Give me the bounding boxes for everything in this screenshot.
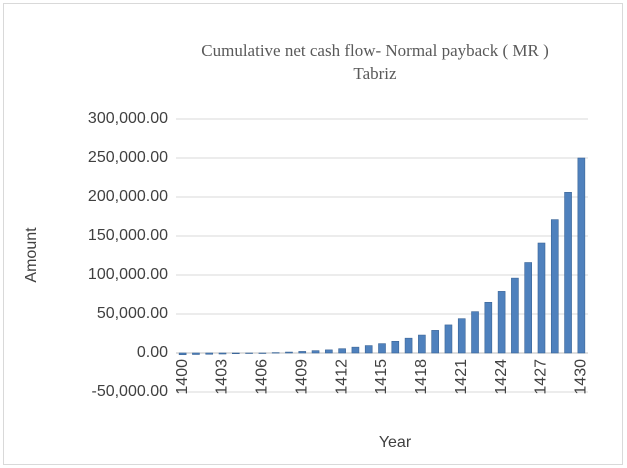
y-tick-label: 150,000.00	[88, 227, 168, 244]
bar	[484, 301, 493, 354]
y-tick-label: 250,000.00	[88, 149, 168, 166]
y-tick-label: 300,000.00	[88, 110, 168, 127]
y-tick-label: 100,000.00	[88, 266, 168, 283]
x-tick-label: 1421	[453, 359, 470, 395]
bar	[192, 352, 200, 355]
bar	[298, 351, 307, 354]
x-tick-label: 1415	[373, 359, 390, 395]
x-axis-label: Year	[379, 434, 412, 451]
bar	[457, 318, 466, 354]
bar	[271, 352, 280, 354]
x-tick-label: 1412	[333, 359, 350, 395]
bar	[444, 324, 453, 354]
x-tick-label: 1427	[533, 359, 550, 395]
bar	[524, 262, 532, 354]
bar	[577, 157, 586, 354]
x-tick-label: 1418	[413, 359, 430, 395]
bar	[285, 351, 293, 354]
bar	[205, 352, 214, 355]
bar	[245, 352, 253, 354]
bar	[391, 340, 400, 354]
x-tick-label: 1406	[254, 359, 271, 395]
bar	[338, 348, 346, 354]
bar	[418, 334, 426, 354]
bar	[378, 343, 386, 354]
bar	[364, 345, 373, 354]
y-tick-label: 50,000.00	[97, 305, 168, 322]
bar	[258, 352, 267, 354]
x-tick-label: 1409	[293, 359, 310, 395]
bar	[404, 337, 413, 354]
bar	[351, 346, 360, 354]
bar	[497, 291, 506, 354]
bar	[537, 242, 546, 354]
x-tick-label: 1430	[573, 359, 590, 395]
y-tick-label: 200,000.00	[88, 188, 168, 205]
chart-title: Cumulative net cash flow- Normal payback…	[201, 41, 548, 60]
bar	[431, 330, 439, 354]
y-tick-label: 0.00	[137, 344, 168, 361]
y-tick-label: -50,000.00	[91, 383, 168, 400]
x-tick-label: 1424	[493, 359, 510, 395]
bar	[325, 349, 333, 354]
bar	[550, 219, 559, 354]
bar	[511, 277, 519, 354]
bar	[564, 192, 572, 354]
bar	[311, 350, 320, 354]
bar	[232, 352, 240, 355]
bar	[218, 352, 227, 355]
bar	[471, 311, 479, 354]
x-tick-label: 1403	[214, 359, 231, 395]
bar	[178, 352, 187, 356]
chart-subtitle: Tabriz	[353, 64, 397, 83]
x-tick-label: 1400	[174, 359, 191, 395]
y-axis-label: Amount	[23, 227, 40, 283]
chart-border	[3, 3, 623, 465]
